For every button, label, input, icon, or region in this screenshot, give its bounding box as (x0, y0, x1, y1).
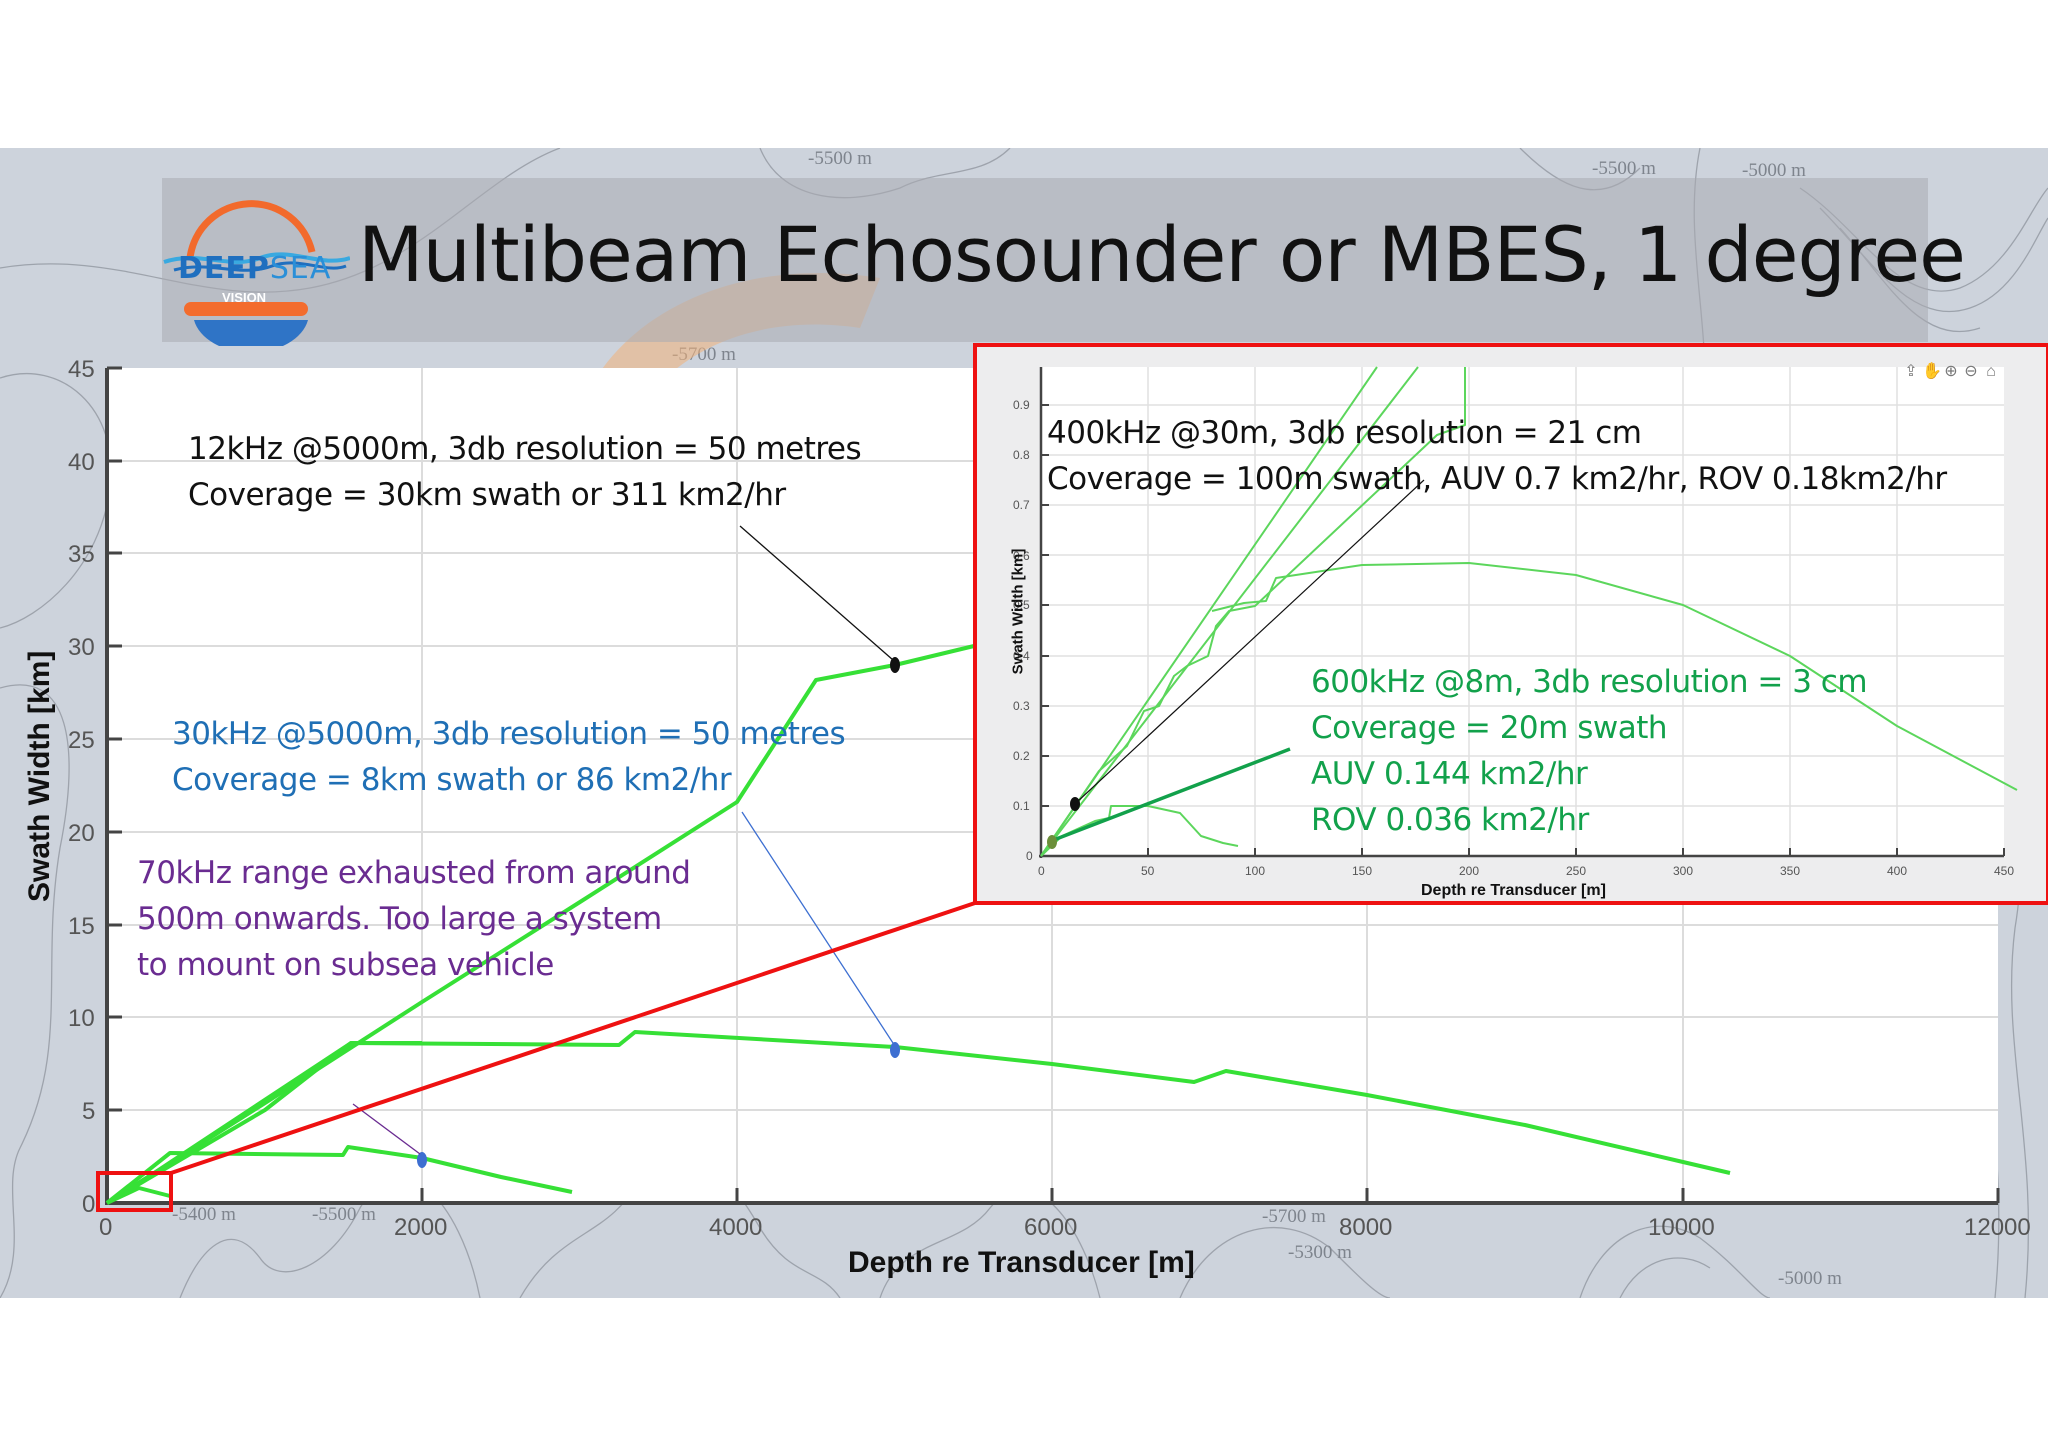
y-tick: 45 (68, 356, 95, 383)
annotation-line: 400kHz @30m, 3db resolution = 21 cm (1047, 415, 1642, 451)
x-tick: 6000 (1024, 1214, 1078, 1241)
y-tick: 10 (68, 1005, 95, 1032)
annotation-line: Coverage = 8km swath or 86 km2/hr (172, 762, 732, 798)
inset-x-tick: 300 (1673, 864, 1694, 878)
inset-y-tick: 0.8 (1013, 448, 1030, 462)
annotation-line: 70kHz range exhausted from around (137, 855, 691, 891)
y-tick: 0 (82, 1191, 96, 1218)
x-tick: 8000 (1339, 1214, 1393, 1241)
inset-x-tick: 100 (1245, 864, 1266, 878)
logo-subtext: VISION (222, 290, 267, 305)
inset-y-axis-title: Swath Width [km] (1009, 548, 1027, 675)
annotation-line: Coverage = 20m swath (1311, 710, 1668, 746)
contour-label: -5700 m (1262, 1206, 1326, 1227)
annotation-line: ROV 0.036 km2/hr (1311, 802, 1589, 838)
x-tick: 4000 (709, 1214, 763, 1241)
inset-y-tick: 0.1 (1013, 799, 1030, 813)
y-tick: 20 (68, 820, 95, 847)
inset-x-tick: 400 (1887, 864, 1908, 878)
annotation-12khz: 12kHz @5000m, 3db resolution = 50 metres… (188, 426, 862, 518)
logo-text-sea: SEA (269, 251, 332, 286)
annotation-line: AUV 0.144 km2/hr (1311, 756, 1588, 792)
inset-x-tick: 50 (1141, 864, 1155, 878)
inset-y-tick: 0.3 (1013, 699, 1030, 713)
contour-label: -5000 m (1778, 1268, 1842, 1289)
inset-y-tick: 0 (1026, 849, 1033, 863)
annotation-line: 500m onwards. Too large a system (137, 901, 662, 937)
y-tick: 30 (68, 634, 95, 661)
x-axis-title: Depth re Transducer [m] (848, 1246, 1195, 1279)
annotation-30khz: 30kHz @5000m, 3db resolution = 50 metres… (172, 711, 846, 803)
title-band (162, 178, 1928, 342)
inset-x-tick: 450 (1994, 864, 2015, 878)
x-tick: 0 (99, 1214, 113, 1241)
contour-label: -5500 m (312, 1204, 376, 1225)
inset-y-tick: 0.4 (1013, 649, 1030, 663)
inset-y-tick: 0.9 (1013, 398, 1030, 412)
annotation-line: 600kHz @8m, 3db resolution = 3 cm (1311, 664, 1868, 700)
contour-label: -5400 m (172, 1204, 236, 1225)
inset-y-tick: 0.7 (1013, 498, 1030, 512)
contour-label: -5300 m (1288, 1242, 1352, 1263)
inset-x-tick: 250 (1566, 864, 1587, 878)
zoom-in-icon[interactable]: ⊕ (1944, 363, 1958, 380)
y-tick: 5 (82, 1098, 96, 1125)
zoom-out-icon[interactable]: ⊖ (1964, 363, 1978, 380)
inset-y-tick: 0.5 (1013, 598, 1030, 612)
y-tick: 25 (68, 727, 95, 754)
contour-label: -5000 m (1742, 160, 1806, 181)
x-tick: 12000 (1964, 1214, 2031, 1241)
inset-x-tick: 350 (1780, 864, 1801, 878)
annotation-400khz: 400kHz @30m, 3db resolution = 21 cm Cove… (1047, 410, 1947, 502)
export-icon[interactable]: ⇪ (1904, 363, 1918, 380)
annotation-70khz: 70kHz range exhausted from around 500m o… (137, 850, 691, 988)
inset-y-tick: 0.6 (1013, 549, 1030, 563)
inset-x-tick: 0 (1038, 864, 1045, 878)
annotation-line: Coverage = 30km swath or 311 km2/hr (188, 477, 786, 513)
contour-label: -5500 m (808, 148, 872, 169)
logo-wordmark: DEEPSEA (178, 251, 331, 286)
x-tick: 2000 (394, 1214, 448, 1241)
y-tick: 40 (68, 449, 95, 476)
y-tick: 15 (68, 913, 95, 940)
inset-toolbar: ⇪ ✋ ⊕ ⊖ ⌂ (1902, 362, 2000, 382)
logo-text-deep: DEEP (178, 251, 270, 286)
y-tick: 35 (68, 541, 95, 568)
pan-hand-icon[interactable]: ✋ (1922, 363, 1942, 380)
home-icon[interactable]: ⌂ (1986, 363, 1996, 380)
x-tick: 10000 (1648, 1214, 1715, 1241)
annotation-line: Coverage = 100m swath, AUV 0.7 km2/hr, R… (1047, 461, 1947, 497)
logo-graphic (163, 200, 350, 346)
inset-x-tick: 200 (1459, 864, 1480, 878)
page-title: Multibeam Echosounder or MBES, 1 degree (358, 210, 1966, 299)
inset-y-tick: 0.2 (1013, 749, 1030, 763)
inset-x-tick: 150 (1352, 864, 1373, 878)
inset-x-axis-title: Depth re Transducer [m] (1421, 882, 1606, 899)
annotation-line: 30kHz @5000m, 3db resolution = 50 metres (172, 716, 846, 752)
annotation-600khz: 600kHz @8m, 3db resolution = 3 cm Covera… (1311, 659, 1868, 843)
y-axis-title: Swath Width [km] (23, 650, 56, 902)
annotation-line: to mount on subsea vehicle (137, 947, 554, 983)
contour-label: -5500 m (1592, 158, 1656, 179)
annotation-line: 12kHz @5000m, 3db resolution = 50 metres (188, 431, 862, 467)
